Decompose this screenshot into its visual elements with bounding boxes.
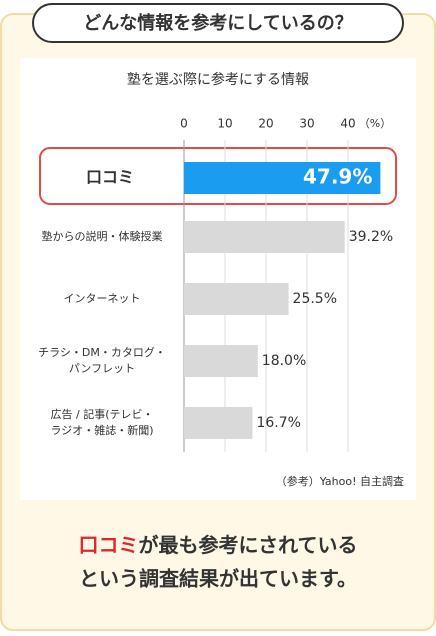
x-tick-label: 30 xyxy=(299,117,314,131)
footer-line1: 口コミが最も参考にされている xyxy=(79,533,358,557)
chart-title: 塾を選ぶ際に参考にする情報 xyxy=(127,71,309,88)
value-label: 18.0% xyxy=(262,353,306,369)
value-label: 16.7% xyxy=(256,415,300,431)
footer-rest: が最も参考にされている xyxy=(139,533,358,557)
bar xyxy=(184,221,345,253)
y-tick-label: 口コミ xyxy=(86,168,134,187)
y-tick-label: 広告 / 記事(テレビ・ラジオ・雑誌・新聞) xyxy=(50,407,153,437)
x-unit-label: （%） xyxy=(359,117,391,130)
title-pill xyxy=(32,3,404,43)
y-tick-label: インターネット xyxy=(64,292,141,305)
footer-highlight: 口コミ xyxy=(79,533,139,557)
value-label: 47.9% xyxy=(303,165,372,189)
y-tick-label: チラシ・DM・カタログ・パンフレット xyxy=(38,345,166,375)
y-tick-label: 塾からの説明・体験授業 xyxy=(42,229,163,243)
value-label: 25.5% xyxy=(293,291,337,307)
source: （参考）Yahoo! 自主調査 xyxy=(276,474,404,488)
x-tick-label: 0 xyxy=(180,117,188,131)
bar xyxy=(184,345,258,377)
footer-line2: という調査結果が出ています。 xyxy=(79,567,357,591)
bar xyxy=(184,407,253,439)
x-tick-label: 10 xyxy=(217,117,232,131)
value-label: 39.2% xyxy=(349,229,393,245)
bar xyxy=(184,162,381,194)
bar xyxy=(184,283,289,315)
x-tick-label: 40 xyxy=(340,117,355,131)
highlight-frame xyxy=(39,147,397,205)
x-tick-label: 20 xyxy=(258,117,273,131)
page-title: どんな情報を参考にしているの？ xyxy=(83,12,352,34)
